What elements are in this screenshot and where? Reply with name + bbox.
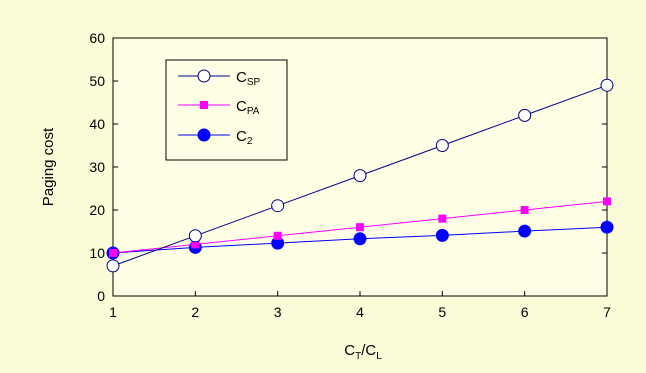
x-tick-label-4: 4 <box>356 304 364 320</box>
x-tick-label-2: 2 <box>191 304 199 320</box>
legend-item-C_SP: CSP <box>178 69 261 88</box>
point-C_SP-7 <box>600 78 614 92</box>
x-axis-label-sub2: L <box>376 351 382 362</box>
point-C_PA-5 <box>438 214 447 223</box>
point-C_SP-6 <box>518 108 532 122</box>
point-C_PA-2 <box>191 240 200 249</box>
point-C_PA-7 <box>603 197 611 206</box>
x-tick-label-1: 1 <box>109 304 117 320</box>
point-C_2-6 <box>518 224 532 238</box>
point-C_PA-4 <box>356 223 364 232</box>
legend-label-C_PA: CPA <box>236 98 260 117</box>
y-tick-label-30: 30 <box>89 159 105 175</box>
series-C_SP <box>106 78 614 273</box>
y-tick-label-50: 50 <box>89 73 105 89</box>
x-axis-label-main: C <box>344 342 355 359</box>
x-axis-label: CT/CL <box>344 342 382 362</box>
point-C_PA-1 <box>109 249 117 257</box>
legend-item-C_2: C2 <box>178 128 253 147</box>
y-tick-label-10: 10 <box>89 245 105 261</box>
x-axis-label-mid: /C <box>361 342 376 359</box>
legend-item-C_PA: CPA <box>178 98 260 117</box>
point-C_2-5 <box>435 228 449 242</box>
point-C_PA-3 <box>273 231 282 240</box>
point-C_SP-2 <box>188 229 202 243</box>
x-tick-label-7: 7 <box>603 304 611 320</box>
x-tick-label-6: 6 <box>521 304 529 320</box>
x-tick-label-3: 3 <box>274 304 282 320</box>
point-C_SP-3 <box>271 199 285 213</box>
point-C_SP-1 <box>106 259 120 273</box>
y-axis: 0 10 20 30 40 50 60 <box>89 30 607 304</box>
legend-label-C_2: C2 <box>236 128 253 147</box>
x-axis: 1 2 3 4 5 6 7 <box>109 291 611 320</box>
legend-marker-C_2 <box>197 128 211 142</box>
point-C_2-4 <box>353 232 367 246</box>
point-C_2-7 <box>600 220 614 234</box>
legend-label-C_SP: CSP <box>236 69 261 88</box>
series-C_PA <box>109 197 611 257</box>
legend-marker-C_SP <box>197 69 211 83</box>
legend: CSP CPA C2 <box>165 59 288 161</box>
legend-box <box>165 59 288 161</box>
y-tick-label-60: 60 <box>89 30 105 46</box>
x-tick-label-5: 5 <box>438 304 446 320</box>
point-C_PA-6 <box>520 206 529 214</box>
y-axis-label: Paging cost <box>40 127 57 206</box>
point-C_SP-5 <box>435 139 449 152</box>
point-C_SP-4 <box>353 169 367 183</box>
y-tick-label-40: 40 <box>89 116 105 132</box>
y-tick-label-0: 0 <box>97 288 105 304</box>
legend-marker-C_PA <box>200 101 208 109</box>
x-axis-label-sub1: T <box>355 351 361 362</box>
series-layer <box>106 78 614 273</box>
y-tick-label-20: 20 <box>89 202 105 218</box>
